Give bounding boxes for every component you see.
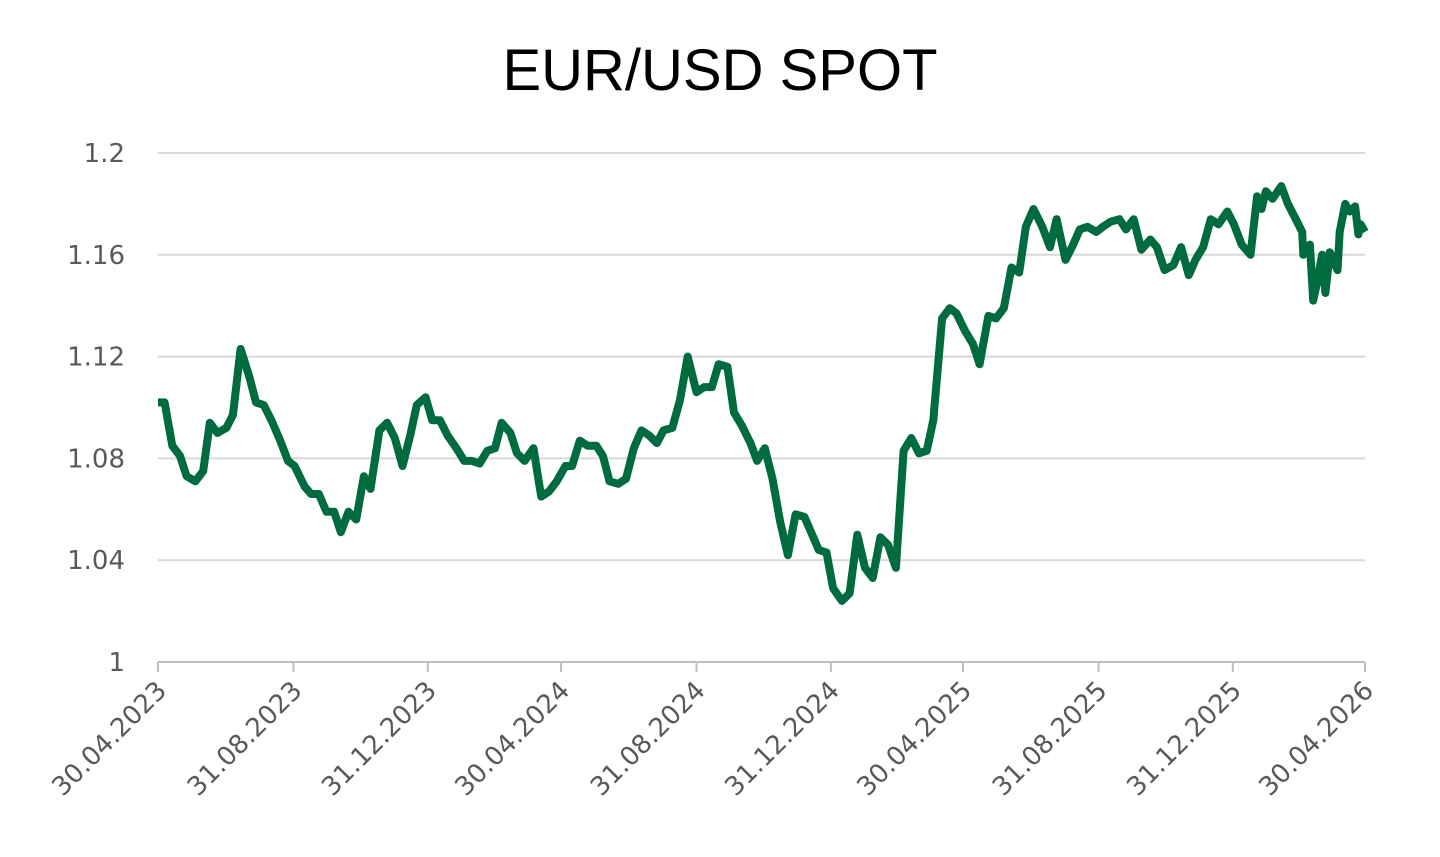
x-tick-label: 30.04.2023	[46, 676, 172, 802]
x-tick-label: 31.12.2024	[719, 676, 845, 802]
y-tick-label: 1.08	[67, 444, 125, 474]
series-line	[158, 182, 1369, 605]
y-tick-label: 1.04	[67, 546, 125, 576]
chart-title: EUR/USD SPOT	[502, 38, 937, 103]
x-tick-label: 30.04.2026	[1253, 676, 1379, 802]
x-tick-label: 31.12.2025	[1121, 676, 1247, 802]
y-tick-label: 1.16	[67, 241, 125, 271]
x-tick-label: 30.04.2024	[450, 676, 576, 802]
x-tick-label: 31.12.2023	[316, 676, 442, 802]
x-tick-label: 31.08.2023	[182, 676, 308, 802]
y-tick-label: 1	[108, 648, 125, 678]
x-tick-label: 31.08.2025	[987, 676, 1113, 802]
y-tick-label: 1.12	[67, 343, 125, 373]
x-tick-label: 31.08.2024	[585, 676, 711, 802]
x-tick-label: 30.04.2025	[851, 676, 977, 802]
y-tick-label: 1.2	[84, 139, 125, 169]
